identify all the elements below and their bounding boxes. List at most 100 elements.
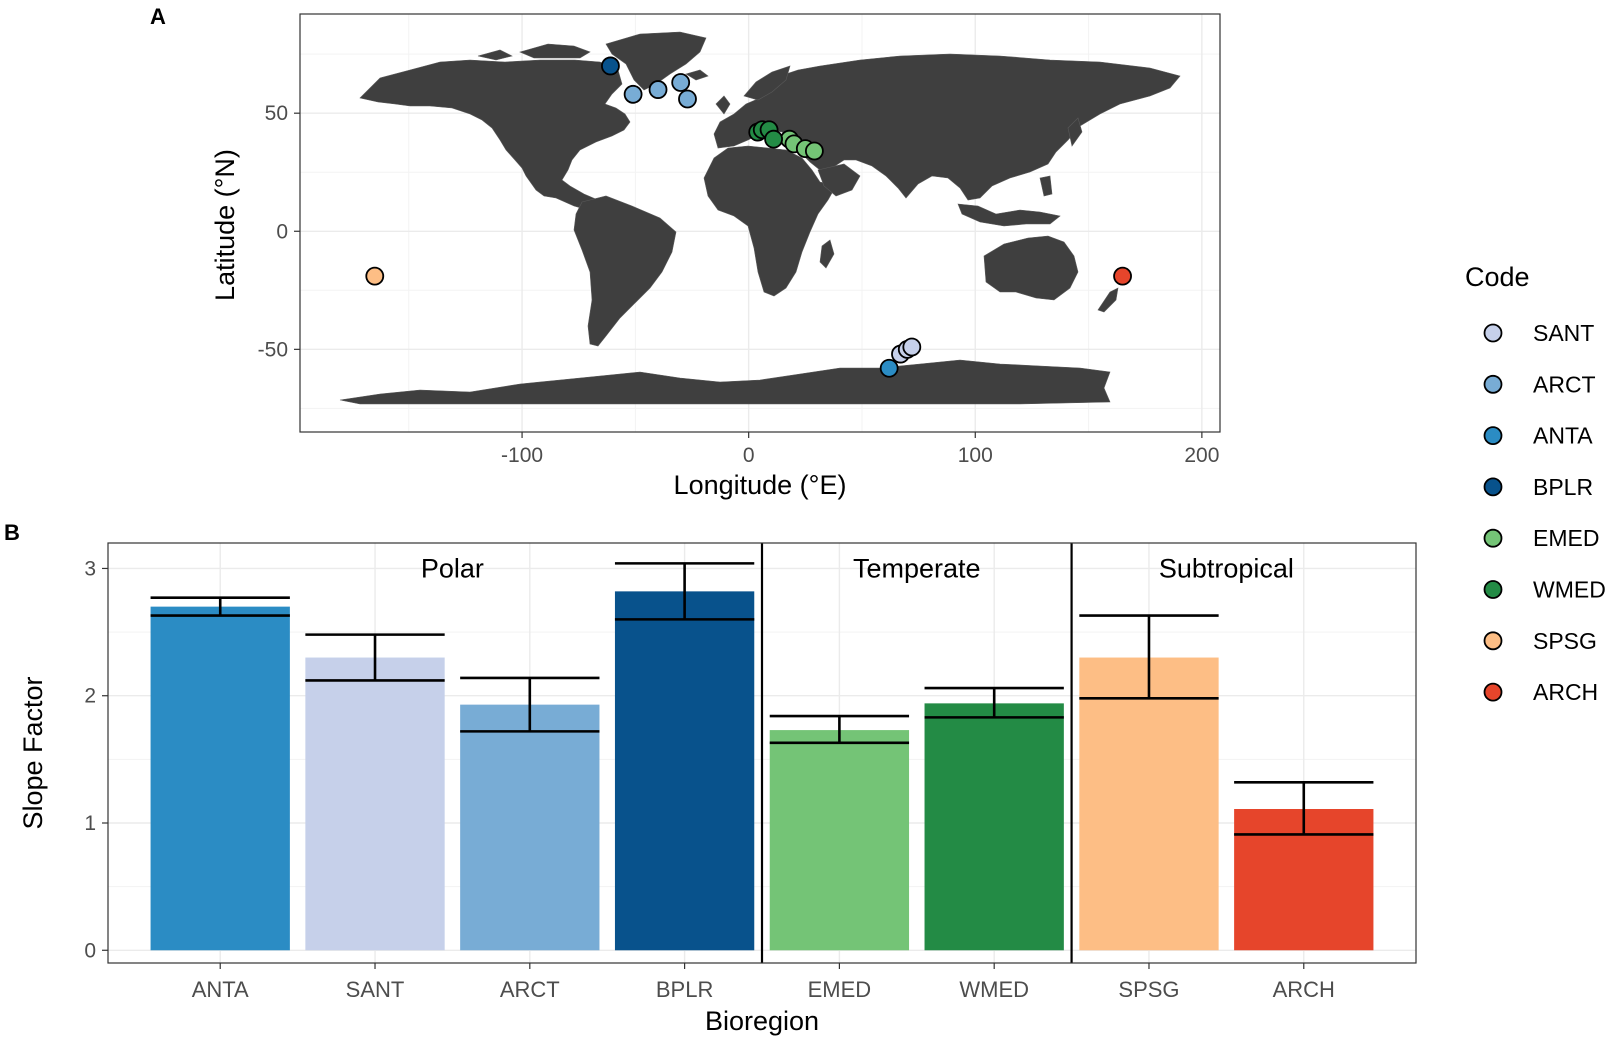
philippines-shape xyxy=(1039,175,1053,197)
legend-label-bplr: BPLR xyxy=(1533,474,1593,500)
bars xyxy=(150,591,1374,951)
map-y-tick-label: 50 xyxy=(265,102,288,125)
legend-key-emed xyxy=(1483,528,1503,548)
arabia-shape xyxy=(817,163,861,197)
map-point-emed xyxy=(804,141,824,161)
bar-anta xyxy=(150,606,290,951)
map-point-anta xyxy=(879,358,899,378)
legend-label-emed: EMED xyxy=(1533,525,1599,551)
legend-items: SANT ARCT ANTA BPLR EMED WMED SPSG ARCH xyxy=(1483,320,1606,705)
legend-key-sant xyxy=(1483,323,1503,343)
legend-key-anta xyxy=(1483,426,1503,446)
legend-label-wmed: WMED xyxy=(1533,577,1606,603)
arctic-islands-shape-2 xyxy=(477,49,513,61)
eurasia-shape xyxy=(713,53,1181,201)
map-points xyxy=(365,56,1132,378)
error-bar-emed xyxy=(769,714,910,745)
error-bar-spsg xyxy=(1079,614,1219,700)
error-bars xyxy=(150,562,1374,836)
map-y-tick-label: -50 xyxy=(258,338,288,361)
error-bar-arct xyxy=(460,676,600,733)
map-panel-border xyxy=(299,13,1221,433)
map-axes: -100 0 100 200 -50 0 50 xyxy=(258,102,1220,467)
bar-y-tick-label: 1 xyxy=(84,812,96,835)
legend-key-bplr xyxy=(1483,477,1503,497)
new-zealand-shape xyxy=(1097,287,1119,313)
panel-a-label: A xyxy=(150,4,166,29)
bar-x-axis-label: Bioregion xyxy=(705,1006,819,1036)
map-x-tick-label: -100 xyxy=(501,444,543,467)
map-point-arct xyxy=(678,89,697,109)
legend-label-arch: ARCH xyxy=(1533,679,1598,705)
group-label-subtropical: Subtropical xyxy=(1159,553,1294,583)
legend-label-arct: ARCT xyxy=(1533,371,1596,397)
south-america-shape xyxy=(573,195,677,347)
group-label-polar: Polar xyxy=(421,553,484,583)
map-point-sant xyxy=(902,337,922,357)
group-separators xyxy=(760,543,1073,963)
legend-key-spsg xyxy=(1483,631,1503,651)
legend: Code SANT ARCT ANTA BPLR EMED WMED SPSG ARCH xyxy=(1465,262,1606,705)
indonesia-shape xyxy=(957,203,1061,227)
antarctica-shape xyxy=(339,359,1111,405)
map-point-arct xyxy=(648,80,668,99)
error-bar-wmed xyxy=(924,686,1064,719)
legend-label-anta: ANTA xyxy=(1533,423,1593,449)
bar-x-tick-label: EMED xyxy=(808,977,872,1002)
japan-shape xyxy=(1067,117,1083,147)
arctic-islands-shape xyxy=(519,43,591,59)
british-isles-shape xyxy=(715,95,731,115)
map-y-axis-label: Latitude (°N) xyxy=(210,149,240,301)
map-point-bplr xyxy=(601,56,620,76)
africa-shape xyxy=(703,145,837,297)
legend-key-arct xyxy=(1483,374,1503,394)
map-y-tick-label: 0 xyxy=(276,220,288,243)
error-bar-bplr xyxy=(614,562,755,621)
bar-y-axis-label: Slope Factor xyxy=(18,676,48,829)
bar-bplr xyxy=(614,591,755,951)
legend-title: Code xyxy=(1465,262,1530,292)
group-label-temperate: Temperate xyxy=(853,553,981,583)
greenland-shape xyxy=(605,31,707,91)
panel-b-label: B xyxy=(4,520,20,545)
error-bar-anta xyxy=(150,596,290,617)
error-bar-arch xyxy=(1234,780,1374,836)
map-point-arch xyxy=(1113,266,1132,286)
map-point-arct xyxy=(623,84,643,104)
map-x-tick-label: 100 xyxy=(958,444,993,467)
world-map-land xyxy=(339,31,1181,405)
madagascar-shape xyxy=(819,239,835,269)
legend-key-wmed xyxy=(1483,580,1503,599)
bar-x-tick-label: WMED xyxy=(959,977,1029,1002)
australia-shape xyxy=(983,235,1079,301)
legend-key-arch xyxy=(1483,682,1503,702)
map-point-wmed xyxy=(764,129,783,149)
bar-wmed xyxy=(924,703,1064,951)
bar-y-tick-label: 3 xyxy=(84,557,96,580)
error-bar-sant xyxy=(305,633,445,682)
map-x-tick-label: 0 xyxy=(743,444,755,467)
bar-sant xyxy=(305,657,445,951)
bar-panel: Polar Temperate Subtropical 0 1 2 3 ANTA SANT AR… xyxy=(18,542,1417,1036)
scandinavia-shape xyxy=(743,65,791,101)
bar-y-tick-label: 2 xyxy=(84,685,96,708)
bar-arct xyxy=(460,704,600,951)
map-panel: -100 0 100 200 -50 0 50 Longitude (°E) Latitud… xyxy=(210,13,1221,500)
north-america-shape xyxy=(359,59,631,211)
bar-spsg xyxy=(1079,657,1219,951)
bar-x-tick-label: BPLR xyxy=(656,977,713,1002)
map-point-spsg xyxy=(365,266,385,286)
bar-emed xyxy=(769,730,910,951)
group-labels: Polar Temperate Subtropical xyxy=(421,553,1294,583)
map-x-axis-label: Longitude (°E) xyxy=(674,470,847,500)
bar-x-tick-label: ANTA xyxy=(192,977,249,1002)
bar-x-tick-label: SANT xyxy=(346,977,405,1002)
map-x-tick-label: 200 xyxy=(1184,444,1219,467)
bar-y-tick-label: 0 xyxy=(84,939,96,962)
bar-axes: 0 1 2 3 ANTA SANT ARCT BPLR EMED WMED SPSG ARCH xyxy=(84,557,1335,1002)
legend-label-spsg: SPSG xyxy=(1533,628,1597,654)
bar-x-tick-label: ARCT xyxy=(500,977,560,1002)
map-point-arct xyxy=(671,73,691,92)
bar-x-tick-label: SPSG xyxy=(1118,977,1179,1002)
